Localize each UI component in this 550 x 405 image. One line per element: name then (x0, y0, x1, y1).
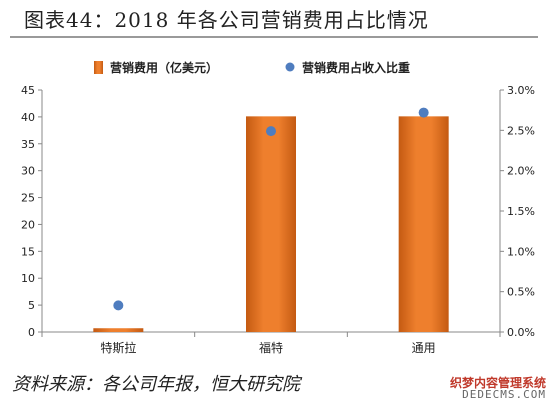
bar (398, 116, 449, 333)
legend-bar-label: 营销费用（亿美元） (110, 60, 218, 75)
data-point (113, 300, 124, 311)
y2-tick-label: 0.5% (507, 286, 535, 299)
y2-tick-label: 2.0% (507, 165, 535, 178)
legend-dot-label: 营销费用占收入比重 (302, 60, 410, 75)
y2-tick-label: 2.5% (507, 124, 535, 137)
y-tick-label: 25 (21, 192, 35, 205)
x-tick-label: 福特 (259, 340, 283, 355)
y2-tick-label: 1.5% (507, 205, 535, 218)
x-tick-label: 通用 (412, 341, 436, 355)
y-tick-label: 45 (21, 84, 35, 97)
legend-bar-swatch (94, 61, 103, 74)
y2-tick-label: 3.0% (507, 84, 535, 97)
y-tick-label: 30 (21, 165, 35, 178)
y-tick-label: 40 (21, 111, 35, 124)
y-tick-label: 10 (21, 272, 35, 285)
x-tick-label: 特斯拉 (100, 340, 136, 355)
bar (93, 328, 144, 332)
data-point (418, 107, 429, 118)
y-tick-label: 0 (28, 326, 35, 339)
title-divider (10, 36, 538, 38)
marketing-expense-chart: 营销费用（亿美元） 营销费用占收入比重 0 5 10 15 20 25 30 35 40 45 0.0%… (21, 60, 535, 355)
y-tick-label: 20 (21, 218, 35, 231)
data-point (266, 126, 276, 137)
watermark-logo: 织梦内容管理系统 DEDECMS.COM (450, 377, 546, 401)
source-note: 资料来源：各公司年报，恒大研究院 (12, 374, 300, 395)
watermark-line1: 织梦内容管理系统 (449, 375, 546, 390)
bar (246, 116, 296, 333)
y-tick-label: 5 (28, 299, 35, 312)
figure-title: 图表44：2018 年各公司营销费用占比情况 (24, 8, 429, 32)
legend-dot-swatch (285, 62, 295, 72)
y2-tick-label: 1.0% (507, 245, 535, 258)
y-tick-label: 15 (21, 245, 35, 258)
y-tick-label: 35 (21, 138, 35, 151)
y2-tick-label: 0.0% (507, 326, 535, 339)
watermark-line2: DEDECMS.COM (462, 388, 546, 402)
